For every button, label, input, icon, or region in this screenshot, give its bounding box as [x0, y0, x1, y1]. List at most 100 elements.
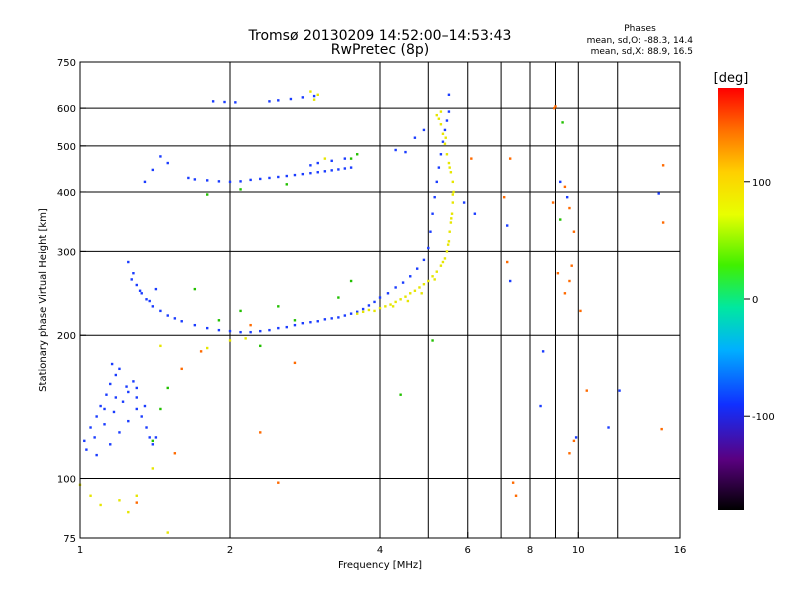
- data-point: [309, 90, 312, 93]
- colorbar-ticks: 100 0 -100: [744, 178, 775, 423]
- data-point: [450, 217, 453, 220]
- data-point: [316, 320, 319, 323]
- data-point: [259, 344, 262, 348]
- data-point: [159, 155, 162, 158]
- data-point: [127, 260, 130, 264]
- data-point: [193, 178, 197, 181]
- data-point: [234, 101, 237, 104]
- x-tick-label: 1: [77, 545, 83, 556]
- data-point: [452, 190, 455, 194]
- data-point: [420, 292, 423, 295]
- data-point: [211, 100, 215, 103]
- data-point: [316, 93, 319, 96]
- data-point: [413, 289, 417, 292]
- data-point: [439, 110, 443, 113]
- data-point: [355, 312, 359, 315]
- data-point: [127, 510, 130, 514]
- data-point: [422, 283, 426, 286]
- data-point: [312, 98, 316, 101]
- data-point: [293, 173, 297, 177]
- data-point: [505, 260, 509, 264]
- data-point: [109, 443, 112, 446]
- data-point: [323, 170, 327, 173]
- data-point: [389, 303, 392, 306]
- data-point: [83, 439, 86, 443]
- data-point: [435, 270, 438, 273]
- data-point: [151, 467, 155, 470]
- data-point: [563, 185, 567, 189]
- data-point: [568, 206, 571, 210]
- data-point: [448, 230, 451, 233]
- colorbar-tick-label: 0: [752, 295, 758, 306]
- data-point: [343, 167, 347, 170]
- data-point: [135, 386, 138, 390]
- data-point: [301, 172, 305, 176]
- colorbar-label: [deg]: [714, 71, 749, 86]
- data-point: [159, 309, 162, 313]
- data-point: [217, 328, 221, 332]
- data-point: [661, 164, 665, 167]
- data-point: [293, 319, 297, 322]
- data-point: [293, 361, 297, 365]
- data-point: [277, 326, 280, 330]
- data-point: [140, 292, 143, 295]
- data-point: [180, 367, 183, 371]
- data-point: [159, 344, 162, 348]
- chart-title: Tromsø 20130209 14:52:00–14:53:43: [248, 28, 512, 44]
- data-point: [539, 404, 542, 408]
- data-point: [309, 321, 312, 324]
- data-point: [441, 260, 445, 264]
- data-point: [431, 339, 434, 342]
- data-point: [249, 178, 252, 182]
- data-point: [277, 99, 280, 102]
- data-point: [378, 296, 382, 299]
- data-point: [99, 404, 102, 408]
- data-point: [138, 289, 142, 292]
- data-point: [355, 310, 359, 314]
- data-point: [143, 180, 147, 184]
- data-point: [553, 106, 556, 110]
- data-point: [355, 153, 359, 156]
- data-point: [511, 481, 515, 484]
- x-tick-label: 6: [465, 545, 471, 556]
- data-point: [349, 157, 353, 160]
- y-tick-label: 600: [57, 104, 76, 115]
- data-point: [330, 159, 333, 163]
- data-point: [447, 161, 451, 165]
- data-point: [579, 309, 582, 313]
- data-point: [422, 258, 426, 262]
- data-point: [449, 171, 453, 174]
- data-point: [433, 195, 436, 199]
- data-point: [89, 426, 92, 429]
- data-point: [435, 180, 438, 184]
- data-points: [78, 90, 665, 534]
- data-point: [443, 142, 447, 145]
- data-point: [85, 448, 88, 451]
- x-tick-label: 10: [572, 545, 585, 556]
- data-point: [259, 329, 262, 333]
- data-point: [293, 323, 297, 327]
- data-point: [166, 531, 169, 534]
- data-point: [285, 325, 288, 329]
- data-point: [384, 305, 387, 308]
- data-point: [435, 113, 438, 117]
- data-point: [145, 426, 148, 429]
- data-point: [114, 396, 118, 399]
- data-point: [349, 312, 353, 315]
- data-point: [554, 105, 557, 108]
- data-point: [394, 286, 397, 289]
- data-point: [151, 305, 155, 308]
- plot-area: 1 2 4 6 8 10 16 75 100 200 300 400 500 600 750: [57, 58, 686, 556]
- data-point: [439, 153, 443, 156]
- data-point: [103, 423, 106, 426]
- data-point: [148, 299, 151, 303]
- data-point: [607, 426, 610, 429]
- y-axis-label: Stationary phase Virtual Height [km]: [38, 208, 49, 392]
- data-point: [563, 292, 567, 295]
- data-point: [135, 494, 138, 497]
- data-point: [151, 439, 155, 443]
- data-point: [323, 318, 327, 321]
- x-tick-label: 8: [527, 545, 533, 556]
- data-point: [99, 503, 102, 507]
- data-point: [330, 169, 333, 172]
